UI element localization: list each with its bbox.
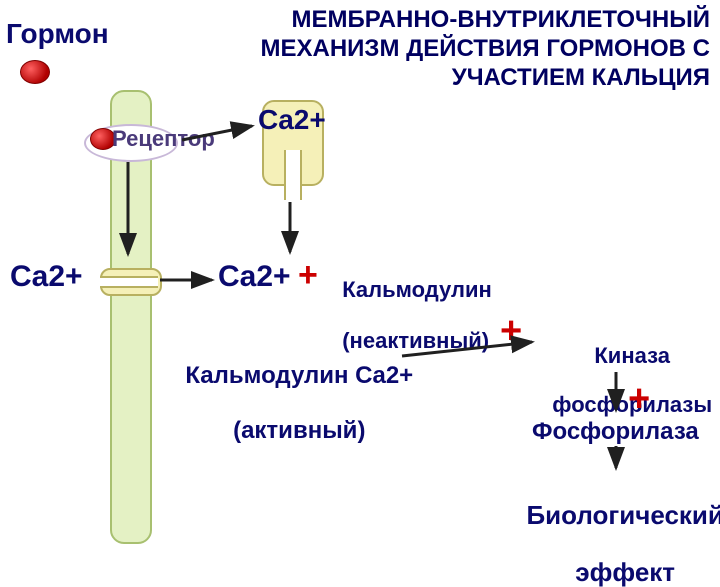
calmodulin-active-label: Кальмодулин Ca2+ (активный) bbox=[172, 334, 413, 444]
diagram-title: МЕМБРАННО-ВНУТРИКЛЕТОЧНЫЙ МЕХАНИЗМ ДЕЙСТ… bbox=[210, 6, 710, 92]
effect-label: Биологический эффект bbox=[512, 472, 720, 586]
receptor-label: Рецептор bbox=[112, 126, 215, 152]
kinase-label: Киназа фосфорилазы bbox=[540, 320, 712, 417]
ca-mid-label: Ca2+ bbox=[218, 260, 291, 294]
ca-channel-top-pore bbox=[284, 150, 302, 200]
title-line2: МЕХАНИЗМ ДЕЙСТВИЯ ГОРМОНОВ С bbox=[260, 35, 710, 62]
diagram-stage: { "title": { "line1": "МЕМБРАННО-ВНУТРИК… bbox=[0, 0, 720, 540]
calmodulin-active-l1: Кальмодулин Ca2+ bbox=[185, 362, 413, 389]
hormone-icon bbox=[20, 60, 50, 84]
ca-channel-membrane-pore bbox=[100, 276, 158, 288]
plus-icon-1: + bbox=[298, 256, 318, 295]
effect-l1: Биологический bbox=[526, 500, 720, 530]
ca-left-label: Ca2+ bbox=[10, 260, 83, 294]
plus-icon-2: + bbox=[500, 310, 522, 353]
plus-icon-3: + bbox=[628, 378, 650, 421]
kinase-l1: Киназа bbox=[594, 343, 670, 368]
ca-channel-top-label: Ca2+ bbox=[258, 104, 326, 136]
hormone-label: Гормон bbox=[6, 18, 109, 50]
phosphorylase-label: Фосфорилаза bbox=[532, 418, 699, 446]
effect-l2: эффект bbox=[575, 557, 675, 587]
title-line3: УЧАСТИЕМ КАЛЬЦИЯ bbox=[452, 64, 710, 91]
calmodulin-inactive-l1: Кальмодулин bbox=[342, 277, 492, 302]
title-line1: МЕМБРАННО-ВНУТРИКЛЕТОЧНЫЙ bbox=[292, 6, 710, 33]
calmodulin-active-l2: (активный) bbox=[233, 417, 365, 444]
